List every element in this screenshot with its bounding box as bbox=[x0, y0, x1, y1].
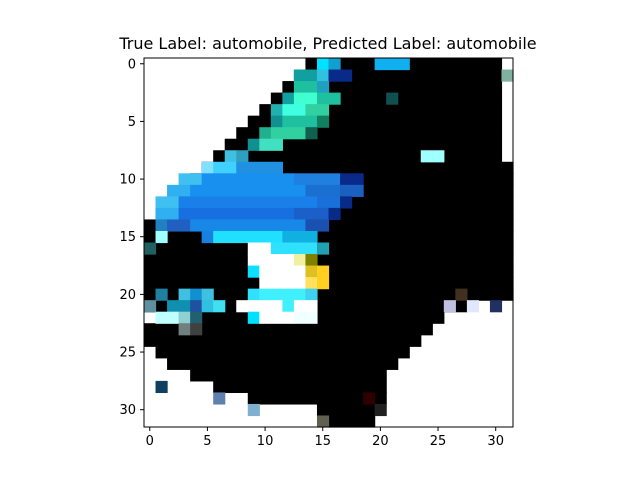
x-tick-label: 0 bbox=[146, 434, 154, 449]
x-tick-label: 10 bbox=[257, 434, 274, 449]
y-tick-label: 30 bbox=[119, 403, 136, 418]
axes-frame bbox=[143, 57, 514, 428]
y-tick-label: 10 bbox=[119, 173, 136, 188]
x-tick-label: 5 bbox=[203, 434, 211, 449]
y-axis: 0 5 10 15 20 25 30 bbox=[119, 57, 144, 418]
y-tick-label: 0 bbox=[128, 57, 136, 72]
image-plot bbox=[144, 58, 514, 428]
x-tick-label: 30 bbox=[487, 434, 504, 449]
y-tick-label: 20 bbox=[119, 288, 136, 303]
x-tick-label: 20 bbox=[372, 434, 389, 449]
y-tick-label: 15 bbox=[119, 230, 136, 245]
chart-title: True Label: automobile, Predicted Label:… bbox=[118, 34, 536, 53]
y-tick-label: 5 bbox=[128, 115, 136, 130]
x-tick-label: 25 bbox=[430, 434, 447, 449]
x-tick-label: 15 bbox=[314, 434, 331, 449]
y-tick-label: 25 bbox=[119, 346, 136, 361]
x-axis: 0 5 10 15 20 25 30 bbox=[146, 427, 504, 449]
